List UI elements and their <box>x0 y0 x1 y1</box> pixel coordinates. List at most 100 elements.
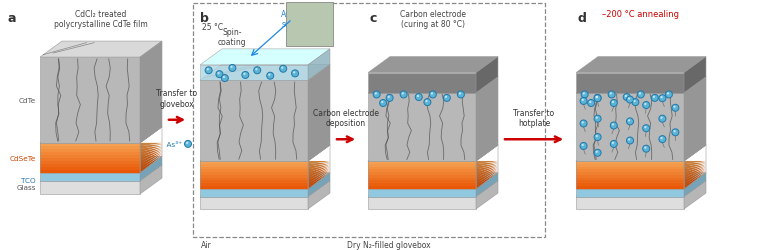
Text: Dry N₂-filled glovebox: Dry N₂-filled glovebox <box>347 240 431 249</box>
Text: d: d <box>578 12 586 25</box>
Polygon shape <box>368 94 476 161</box>
Circle shape <box>626 138 633 144</box>
Circle shape <box>417 96 419 98</box>
Circle shape <box>282 67 283 70</box>
Polygon shape <box>308 173 330 197</box>
Polygon shape <box>140 154 162 170</box>
Circle shape <box>610 122 617 130</box>
Polygon shape <box>140 145 162 150</box>
Polygon shape <box>200 181 308 184</box>
Circle shape <box>457 92 465 98</box>
Text: Transfer to
glovebox: Transfer to glovebox <box>156 89 198 108</box>
Polygon shape <box>684 165 706 173</box>
Circle shape <box>582 122 584 124</box>
Circle shape <box>231 66 233 69</box>
Polygon shape <box>684 171 706 187</box>
Polygon shape <box>368 178 476 181</box>
Polygon shape <box>308 162 330 167</box>
Circle shape <box>255 69 257 71</box>
Text: Transfer to
hotplate: Transfer to hotplate <box>514 108 554 128</box>
Circle shape <box>400 92 407 98</box>
Circle shape <box>672 105 679 112</box>
Circle shape <box>608 92 615 98</box>
Circle shape <box>431 93 433 95</box>
Circle shape <box>205 68 212 74</box>
Circle shape <box>661 97 662 99</box>
Polygon shape <box>576 164 684 167</box>
Text: –200 °C annealing: –200 °C annealing <box>602 10 680 19</box>
Polygon shape <box>200 81 308 161</box>
Circle shape <box>625 96 627 98</box>
Circle shape <box>381 102 383 104</box>
Circle shape <box>596 135 598 138</box>
Circle shape <box>594 134 601 141</box>
Polygon shape <box>684 161 706 164</box>
Polygon shape <box>684 162 706 167</box>
Circle shape <box>626 118 633 126</box>
Circle shape <box>267 73 274 80</box>
Circle shape <box>623 94 630 101</box>
Circle shape <box>644 126 647 129</box>
Polygon shape <box>40 149 140 153</box>
Polygon shape <box>308 167 330 178</box>
Polygon shape <box>476 166 498 176</box>
Circle shape <box>643 102 650 109</box>
Polygon shape <box>576 178 684 181</box>
Polygon shape <box>200 167 308 170</box>
Circle shape <box>580 143 587 150</box>
Text: 25 °C: 25 °C <box>202 23 223 32</box>
Polygon shape <box>368 161 476 164</box>
Polygon shape <box>308 161 330 164</box>
Circle shape <box>637 92 644 98</box>
Polygon shape <box>576 175 684 178</box>
Circle shape <box>596 96 598 98</box>
Polygon shape <box>40 42 162 58</box>
Polygon shape <box>576 170 684 173</box>
Circle shape <box>229 65 236 72</box>
Polygon shape <box>476 162 498 167</box>
Circle shape <box>424 99 431 106</box>
Polygon shape <box>368 173 498 189</box>
Circle shape <box>216 71 223 78</box>
Circle shape <box>581 92 588 98</box>
Circle shape <box>594 95 601 102</box>
Circle shape <box>651 95 658 102</box>
Circle shape <box>644 104 647 106</box>
Polygon shape <box>684 181 706 209</box>
Circle shape <box>375 93 377 95</box>
Polygon shape <box>368 164 476 167</box>
Polygon shape <box>140 146 162 153</box>
Text: c: c <box>370 12 378 25</box>
Polygon shape <box>308 168 330 181</box>
Polygon shape <box>200 181 330 197</box>
Polygon shape <box>308 50 330 81</box>
Circle shape <box>292 70 299 78</box>
Circle shape <box>583 93 585 95</box>
Circle shape <box>596 151 598 153</box>
Polygon shape <box>140 147 162 156</box>
Circle shape <box>445 96 447 98</box>
Circle shape <box>659 116 666 123</box>
Circle shape <box>596 117 598 119</box>
Polygon shape <box>40 58 140 143</box>
Circle shape <box>661 117 662 119</box>
Polygon shape <box>368 78 498 94</box>
Circle shape <box>580 98 587 105</box>
Polygon shape <box>476 173 498 197</box>
Circle shape <box>659 95 666 102</box>
Polygon shape <box>40 164 140 168</box>
Circle shape <box>612 142 614 144</box>
Polygon shape <box>576 197 684 209</box>
Polygon shape <box>684 170 706 184</box>
Circle shape <box>596 97 598 99</box>
Circle shape <box>223 76 225 79</box>
Circle shape <box>661 138 662 140</box>
Polygon shape <box>140 42 162 143</box>
Circle shape <box>628 98 630 100</box>
Text: Carbon electrode
(curing at 80 °C): Carbon electrode (curing at 80 °C) <box>400 10 466 29</box>
Polygon shape <box>684 57 706 94</box>
FancyBboxPatch shape <box>286 3 333 47</box>
Polygon shape <box>200 164 308 167</box>
Polygon shape <box>308 181 330 209</box>
Polygon shape <box>308 165 330 173</box>
